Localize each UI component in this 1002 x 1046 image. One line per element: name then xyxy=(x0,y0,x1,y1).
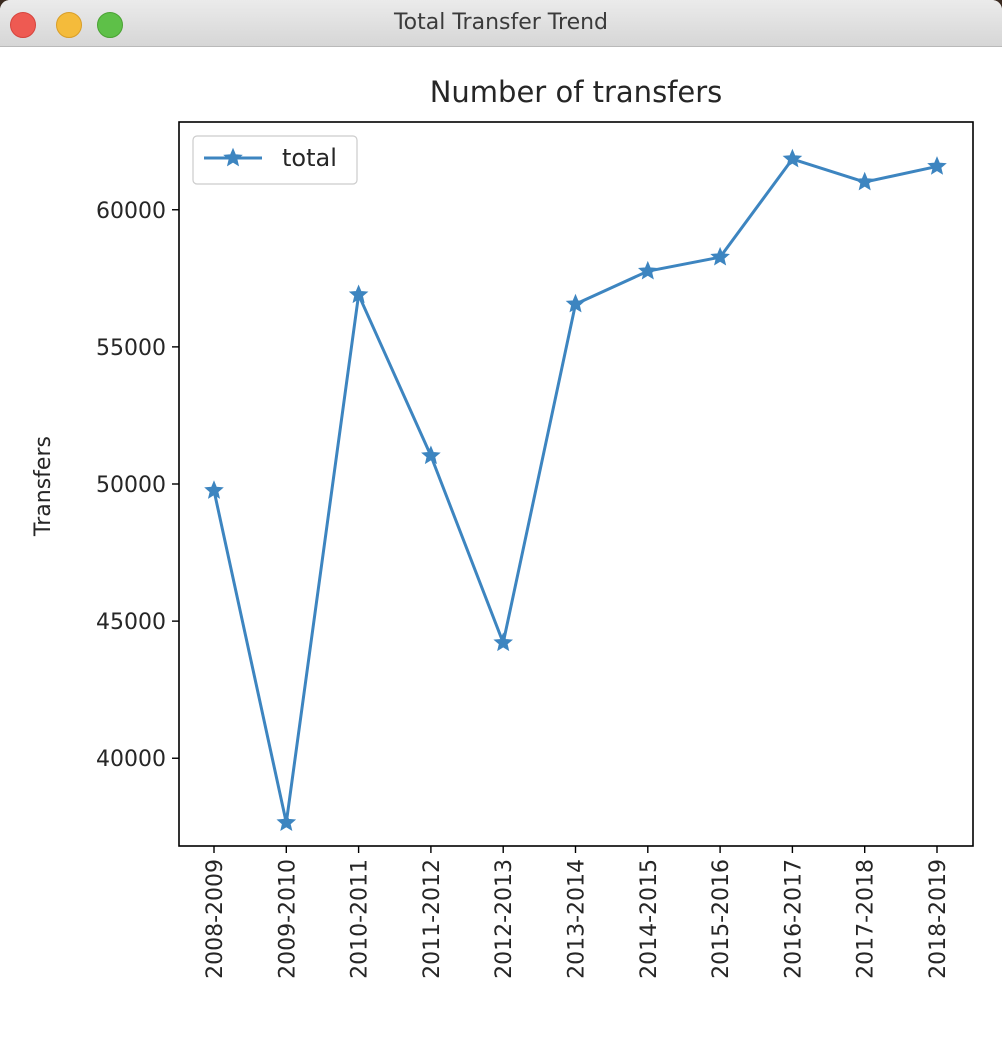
data-point-star xyxy=(638,260,658,280)
data-point-star xyxy=(782,148,803,168)
line-chart: Number of transfers Transfers 40000 45000… xyxy=(31,75,974,979)
legend-label-total: total xyxy=(282,144,337,172)
y-tick-label: 60000 xyxy=(96,199,166,224)
x-tick-label: 2016-2017 xyxy=(781,859,806,979)
x-axis-ticks: 2008-2009 2009-2010 2010-2011 2011-2012 2012… xyxy=(203,846,951,979)
x-tick-label: 2015-2016 xyxy=(709,859,734,979)
x-tick-label: 2009-2010 xyxy=(275,859,300,979)
figure-canvas: Number of transfers Transfers 40000 45000… xyxy=(0,47,1002,1046)
data-point-star xyxy=(421,445,441,465)
data-point-star xyxy=(276,812,297,832)
x-tick-label: 2013-2014 xyxy=(565,859,590,979)
y-tick-label: 55000 xyxy=(96,336,166,361)
legend-star-marker xyxy=(223,147,243,167)
legend-box xyxy=(192,135,358,185)
data-point-star xyxy=(927,156,947,175)
y-tick-label: 50000 xyxy=(96,473,166,498)
data-point-star xyxy=(854,171,875,191)
close-button[interactable] xyxy=(10,12,36,38)
minimize-button[interactable] xyxy=(56,12,82,38)
zoom-button[interactable] xyxy=(97,12,123,38)
data-point-star xyxy=(493,632,513,652)
data-point-star xyxy=(204,480,224,499)
x-tick-label: 2018-2019 xyxy=(926,859,951,979)
y-tick-label: 45000 xyxy=(96,610,166,635)
data-point-star xyxy=(348,284,369,304)
x-tick-label: 2017-2018 xyxy=(854,859,879,979)
axes-frame xyxy=(178,121,974,847)
y-axis-ticks: 40000 45000 50000 55000 60000 xyxy=(96,199,179,772)
data-point-star xyxy=(565,293,586,313)
data-point-star xyxy=(710,246,730,266)
chart-title: Number of transfers xyxy=(430,75,723,109)
y-tick-label: 40000 xyxy=(96,747,166,772)
x-tick-label: 2014-2015 xyxy=(637,859,662,979)
legend: total xyxy=(192,135,358,185)
x-tick-label: 2012-2013 xyxy=(492,859,517,979)
window-title: Total Transfer Trend xyxy=(393,10,609,35)
series-line-total xyxy=(212,157,938,825)
x-tick-label: 2011-2012 xyxy=(420,859,445,979)
y-axis-label: Transfers xyxy=(31,436,56,537)
x-tick-label: 2008-2009 xyxy=(203,859,228,979)
title-bar: Total Transfer Trend xyxy=(0,0,1002,47)
series-layer xyxy=(204,148,947,832)
x-tick-label: 2010-2011 xyxy=(348,859,373,979)
